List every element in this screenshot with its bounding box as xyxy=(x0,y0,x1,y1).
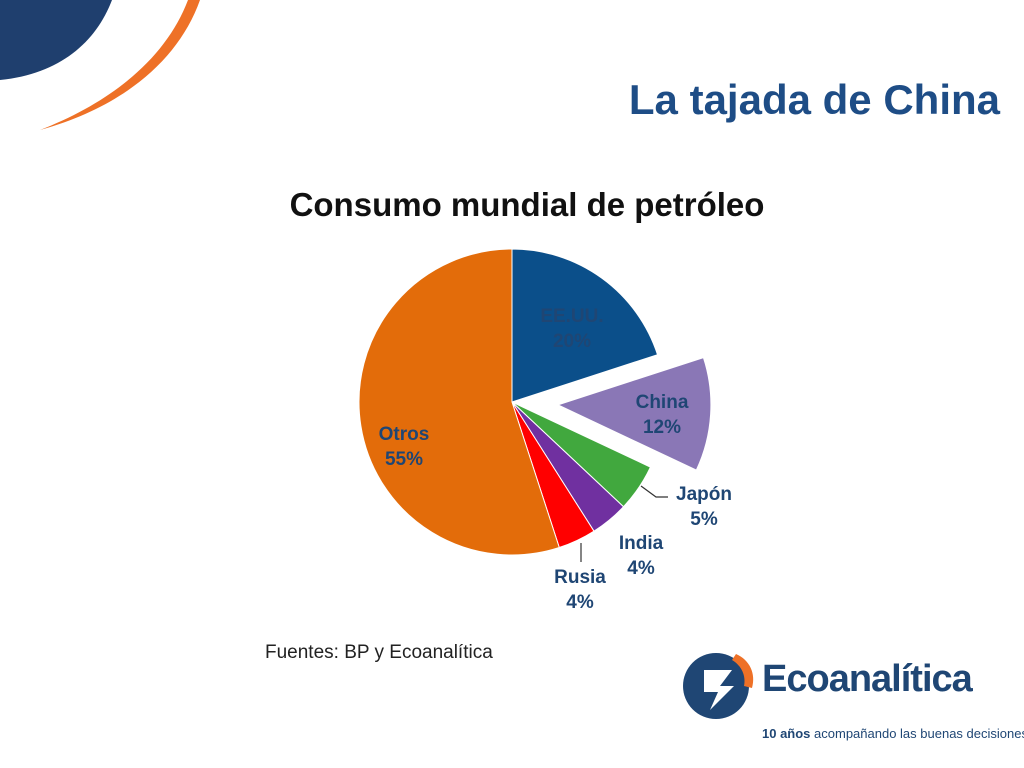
slice-value-rusia: 4% xyxy=(566,592,594,613)
slice-value-japon: 5% xyxy=(690,509,718,530)
slice-name-japon: Japón xyxy=(676,484,732,505)
logo-name: Ecoanalítica xyxy=(762,658,973,700)
source-note: Fuentes: BP y Ecoanalítica xyxy=(265,642,493,663)
slice-name-india: India xyxy=(619,533,664,554)
slice-value-china: 12% xyxy=(643,417,681,438)
leader-line-japon xyxy=(640,485,668,498)
pie-slice-otros xyxy=(358,248,560,556)
slice-name-china: China xyxy=(636,392,689,413)
corner-decoration xyxy=(0,0,200,130)
logo-tagline: 10 años acompañando las buenas decisione… xyxy=(762,726,1024,741)
logo-tagline-strong: 10 años xyxy=(762,726,811,741)
slice-label-india: India 4% xyxy=(619,533,664,579)
slice-label-ee-uu: EE.UU. 20% xyxy=(540,306,603,352)
slice-value-ee-uu: 20% xyxy=(553,331,591,352)
slice-label-japon: Japón 5% xyxy=(676,484,732,530)
slice-name-rusia: Rusia xyxy=(554,567,606,588)
logo-mark-icon xyxy=(683,653,754,719)
chart-title: Consumo mundial de petróleo xyxy=(289,186,765,223)
slice-name-otros: Otros xyxy=(379,424,430,445)
corner-orange-stroke xyxy=(40,0,200,130)
slice-name-ee-uu: EE.UU. xyxy=(540,306,603,327)
slice-value-india: 4% xyxy=(627,558,655,579)
slice-label-china: China 12% xyxy=(636,392,689,438)
slice-label-rusia: Rusia 4% xyxy=(554,567,606,613)
slide-title: La tajada de China xyxy=(628,76,1000,123)
pie-slice-china xyxy=(556,356,712,471)
corner-navy-shape xyxy=(0,0,112,80)
logo-tagline-rest: acompañando las buenas decisiones xyxy=(810,726,1024,741)
slice-value-otros: 55% xyxy=(385,449,423,470)
ecoanalitica-logo: Ecoanalítica 10 años acompañando las bue… xyxy=(680,640,1024,750)
pie-slice-ee-uu xyxy=(511,248,659,403)
slice-label-otros: Otros 55% xyxy=(379,424,430,470)
